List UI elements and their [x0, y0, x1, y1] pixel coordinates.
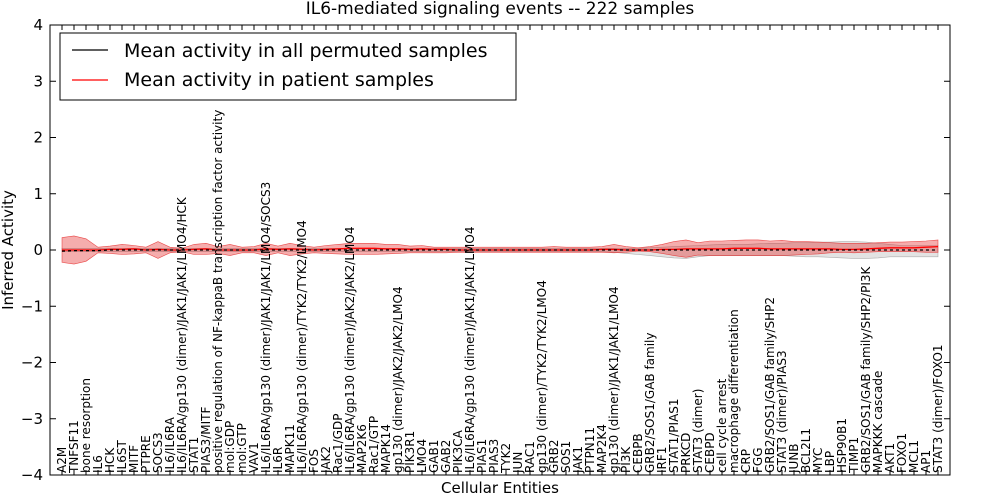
category-label: TIMP1 [847, 437, 861, 474]
y-tick-label: −4 [21, 466, 43, 484]
category-label: MAP2K4 [595, 424, 609, 473]
category-label: PRKCD [679, 433, 693, 473]
category-label: PIAS3 [487, 439, 501, 473]
y-tick-label: −3 [21, 410, 43, 428]
category-label: IL6/IL6RA/gp130 (dimer)/JAK1/JAK1/LMO4/H… [175, 196, 189, 473]
category-label: SOCS3 [151, 432, 165, 473]
legend-label-patient: Mean activity in patient samples [124, 69, 434, 91]
category-label: MCL1 [907, 440, 921, 473]
chart-title: IL6-mediated signaling events -- 222 sam… [306, 0, 695, 19]
category-label: PIAS1 [475, 439, 489, 473]
legend-box [59, 32, 517, 101]
category-label: Rac1/GDP [331, 414, 345, 473]
category-label: JAK1 [571, 446, 585, 474]
category-label: TYK2 [499, 443, 513, 474]
category-label: STAT3 (dimer)/PIAS3 [775, 350, 789, 473]
category-label: HSP90B1 [835, 418, 849, 473]
category-label: mol:GDP [223, 421, 237, 473]
legend: Mean activity in all permuted samples Me… [59, 32, 517, 101]
category-label: CEBPD [703, 432, 717, 473]
y-axis: −4 −3 −2 −1 0 1 2 3 4 [21, 16, 950, 484]
category-label: IL6/IL6RA/gp130 (dimer)/JAK1/JAK1/LMO4/S… [259, 182, 273, 473]
series-lines [61, 245, 939, 252]
category-label: SOS1 [559, 441, 573, 473]
category-label: STAT1/PIAS1 [667, 398, 681, 473]
category-label: mol:GTP [235, 423, 249, 473]
y-tick-label: 3 [33, 72, 43, 90]
category-label: GAB1 [427, 440, 441, 473]
category-label: PI3K [619, 446, 633, 473]
category-label: IL6/IL6RA/gp130 (dimer)/JAK1/JAK1/LMO4 [463, 227, 477, 473]
category-label: MITF [127, 445, 141, 473]
category-label: PIK3R1 [403, 431, 417, 473]
category-label: JUNB [787, 443, 801, 474]
legend-label-permuted: Mean activity in all permuted samples [124, 40, 487, 62]
category-label: PTPRE [139, 435, 153, 473]
category-label: TNFSF11 [67, 420, 81, 474]
category-label: positive regulation of NF-kappaB transcr… [211, 110, 225, 473]
category-label: gp130 (dimer)/TYK2/TYK2/LMO4 [535, 280, 549, 473]
category-label: VAV1 [247, 442, 261, 473]
category-label: GAB2 [439, 440, 453, 473]
plot-area [61, 235, 939, 265]
category-label: gp130 (dimer)/JAK1/JAK1/LMO4 [607, 286, 621, 473]
x-axis-label: Cellular Entities [441, 479, 559, 497]
category-label: GRB2/SOS1/GAB family/SHP2/PI3K [859, 265, 873, 473]
category-label: FGG [751, 448, 765, 474]
category-label: JUN [511, 452, 525, 474]
category-label: STAT3 (dimer)/FOXO1 [931, 344, 945, 473]
category-label: IL6/IL6RA [163, 416, 177, 473]
category-label: PTPN11 [583, 427, 597, 473]
x-axis [61, 25, 939, 475]
category-label: IL6/IL6RA/gp130 (dimer)/TYK2/TYK2/LMO4 [295, 220, 309, 473]
category-label: MAPKKK cascade [871, 371, 885, 473]
category-label: MAP2K6 [355, 424, 369, 473]
category-label: AP1 [919, 450, 933, 473]
y-tick-label: 1 [33, 185, 43, 203]
category-label: CRP [739, 449, 753, 473]
category-label: Rac1/GTP [367, 416, 381, 473]
category-label: MAPK11 [283, 424, 297, 473]
category-label: AKT1 [883, 443, 897, 473]
category-label: STAT1 [187, 437, 201, 473]
category-label: cell cycle arrest [715, 378, 729, 473]
y-axis-label: Inferred Activity [0, 190, 17, 310]
y-tick-label: 0 [33, 241, 43, 259]
category-label: JAK2 [319, 446, 333, 474]
category-label: RAC1 [523, 441, 537, 473]
category-label: MAPK14 [379, 424, 393, 473]
category-label: IL6 [91, 455, 105, 473]
category-label: FOS [307, 449, 321, 473]
category-label: bone resorption [79, 378, 93, 473]
category-label: GRB2/SOS1/GAB family/SHP2 [763, 297, 777, 473]
category-label: IL6/IL6RA/gp130 (dimer)/JAK2/JAK2/LMO4 [343, 227, 357, 473]
category-label: STAT3 (dimer) [691, 389, 705, 473]
category-label: IL6ST [115, 440, 129, 473]
category-label: macrophage differentiation [727, 309, 741, 473]
category-label: LMO4 [415, 439, 429, 473]
category-label: A2M [55, 447, 69, 473]
category-label: PIAS3/MITF [199, 406, 213, 473]
y-tick-label: 4 [33, 16, 43, 34]
category-label: GRB2/SOS1/GAB family [643, 333, 657, 474]
category-label: FOXO1 [895, 433, 909, 473]
category-label: gp130 (dimer)/JAK2/JAK2/LMO4 [391, 286, 405, 473]
y-tick-label: −1 [21, 297, 43, 315]
category-label: BCL2L1 [799, 428, 813, 473]
y-tick-label: −2 [21, 354, 43, 372]
category-label: CEBPB [631, 433, 645, 473]
category-label: IRF1 [655, 447, 669, 473]
category-label: IL6R [271, 447, 285, 473]
category-label: LBP [823, 451, 837, 473]
line-permuted [61, 249, 938, 252]
category-label: HCK [103, 447, 117, 473]
y-tick-label: 2 [33, 129, 43, 147]
category-label: PIK3CA [451, 429, 465, 473]
category-label: MYC [811, 448, 825, 473]
category-label: GRB2 [547, 439, 561, 473]
